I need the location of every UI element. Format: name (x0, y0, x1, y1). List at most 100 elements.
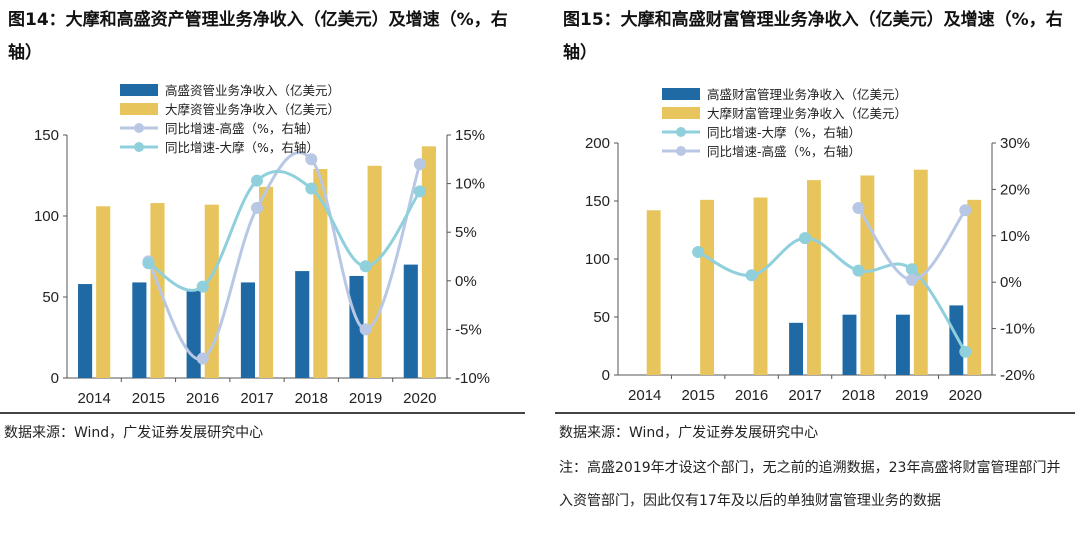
left-growth-point-0 (305, 153, 318, 166)
right-growth-point-0 (692, 246, 705, 259)
right-right-tick-label: -10% (1000, 321, 1035, 338)
left-bar-ms (204, 204, 219, 378)
left-growth-point-1 (196, 280, 209, 293)
left-growth-point-1 (251, 174, 263, 187)
left-right-tick-label: 0% (455, 273, 477, 290)
right-legend-marker (676, 127, 686, 137)
right-bar-ms (913, 169, 928, 375)
right-left-tick-label: 150 (585, 193, 610, 210)
left-legend-swatch (120, 103, 158, 115)
left-left-tick-label: 0 (51, 370, 59, 387)
right-bottom-rule (555, 412, 1075, 414)
left-x-tick-label: 2018 (295, 390, 328, 407)
left-source-text: 数据来源：Wind，广发证券发展研究中心 (4, 425, 264, 441)
left-legend-marker (134, 123, 144, 133)
left-legend-label: 同比增速-高盛（%，右轴） (165, 121, 319, 136)
right-growth-point-0 (959, 345, 972, 358)
right-bar-ms (646, 210, 661, 375)
left-right-tick-label: -5% (455, 321, 482, 338)
right-legend-swatch (662, 88, 700, 100)
right-x-tick-label: 2020 (949, 387, 982, 404)
right-left-tick-label: 0 (602, 367, 610, 384)
right-bar-ms (807, 180, 821, 375)
left-bar-gs (186, 290, 201, 378)
left-bar-gs (240, 282, 255, 378)
right-legend-marker (676, 146, 686, 156)
left-growth-point-0 (251, 201, 263, 214)
right-left-tick-label: 100 (585, 251, 610, 268)
left-bar-gs (295, 271, 310, 378)
right-chart-area: 0 50 100 150 200 -20% -10% 0% 10% 20% 30% 2014 2015 2… (555, 72, 1080, 408)
left-bar-gs (349, 275, 364, 378)
left-x-tick-label: 2014 (77, 390, 110, 407)
left-bar-ms (367, 165, 382, 378)
right-legend-label: 同比增速-大摩（%，右轴） (707, 125, 861, 140)
right-footnote: 注：高盛2019年才设这个部门，无之前的追溯数据，23年高盛将财富管理部门并入资… (559, 460, 1061, 509)
right-x-tick-label: 2016 (735, 387, 768, 404)
left-bar-ms (150, 203, 165, 378)
left-x-tick-label: 2015 (132, 390, 165, 407)
left-bar-ms (313, 169, 328, 378)
right-bar-gs (949, 305, 964, 375)
left-growth-point-1 (359, 260, 372, 273)
left-chart-svg: 0 50 100 150 -10% -5% 0% 5% 10% 15% 2014 2015 2016 20… (34, 83, 490, 407)
left-legend-marker (134, 142, 144, 152)
left-right-tick-label: 10% (455, 176, 485, 193)
right-bar-ms (860, 175, 875, 375)
right-growth-point-1 (959, 204, 972, 217)
right-legend-label: 大摩财富管理业务净收入（亿美元） (707, 106, 907, 121)
right-x-tick-label: 2019 (895, 387, 928, 404)
right-legend: 高盛财富管理业务净收入（亿美元） 大摩财富管理业务净收入（亿美元） 同比增速-大摩（… (662, 87, 907, 159)
left-legend-label: 高盛资管业务净收入（亿美元） (165, 83, 340, 98)
right-bar-ms (753, 197, 768, 375)
left-bar-ms (96, 206, 111, 378)
right-growth-point-0 (745, 269, 758, 282)
right-legend-label: 同比增速-高盛（%，右轴） (707, 144, 861, 159)
left-growth-point-0 (359, 323, 372, 336)
left-right-tick-label: -10% (455, 370, 490, 387)
right-x-tick-label: 2017 (788, 387, 821, 404)
left-bar-ms (421, 146, 436, 378)
left-legend-label: 大摩资管业务净收入（亿美元） (165, 102, 340, 117)
right-left-tick-label: 50 (593, 309, 610, 326)
right-right-tick-label: 10% (1000, 228, 1030, 245)
left-right-tick-label: 5% (455, 224, 477, 241)
left-right-tick-label: 15% (455, 127, 485, 144)
right-growth-point-0 (852, 264, 865, 277)
left-legend-swatch (120, 84, 158, 96)
right-right-tick-label: 30% (1000, 135, 1030, 152)
left-growth-point-1 (305, 182, 318, 195)
right-x-tick-label: 2014 (628, 387, 661, 404)
left-bar-gs (132, 282, 147, 378)
left-growth-point-0 (413, 158, 426, 171)
right-right-tick-label: -20% (1000, 367, 1035, 384)
left-bar-gs (403, 264, 418, 378)
right-growth-point-0 (905, 263, 918, 276)
left-figure-title: 图14：大摩和高盛资产管理业务净收入（亿美元）及增速（%，右轴） (8, 10, 508, 63)
left-left-tick-label: 150 (34, 127, 59, 144)
right-figure-title: 图15：大摩和高盛财富管理业务净收入（亿美元）及增速（%，右轴） (563, 10, 1063, 63)
right-x-tick-label: 2015 (681, 387, 714, 404)
right-legend-label: 高盛财富管理业务净收入（亿美元） (707, 87, 907, 102)
right-right-tick-label: 20% (1000, 181, 1030, 198)
right-chart-svg: 0 50 100 150 200 -20% -10% 0% 10% 20% 30% 2014 2015 2… (585, 87, 1035, 404)
right-bar-gs (895, 314, 910, 375)
right-bar-ms (700, 199, 715, 375)
left-left-tick-label: 50 (42, 289, 59, 306)
right-left-tick-label: 200 (585, 135, 610, 152)
right-bar-gs (842, 314, 857, 375)
right-source-text: 数据来源：Wind，广发证券发展研究中心 (559, 425, 819, 441)
left-growth-point-0 (196, 352, 209, 365)
right-right-tick-label: 0% (1000, 274, 1022, 291)
left-x-tick-label: 2017 (240, 390, 273, 407)
right-growth-point-0 (799, 232, 811, 245)
left-chart-area: 0 50 100 150 -10% -5% 0% 5% 10% 15% 2014 2015 2016 20… (0, 72, 525, 408)
left-left-tick-label: 100 (34, 208, 59, 225)
right-bar-gs (789, 322, 803, 375)
right-x-tick-label: 2018 (842, 387, 875, 404)
left-growth-point-1 (142, 257, 155, 270)
right-growth-point-1 (905, 273, 918, 286)
right-bar-ms (967, 199, 982, 375)
left-legend: 高盛资管业务净收入（亿美元） 大摩资管业务净收入（亿美元） 同比增速-高盛（%，右轴… (120, 83, 340, 155)
left-x-tick-label: 2019 (349, 390, 382, 407)
